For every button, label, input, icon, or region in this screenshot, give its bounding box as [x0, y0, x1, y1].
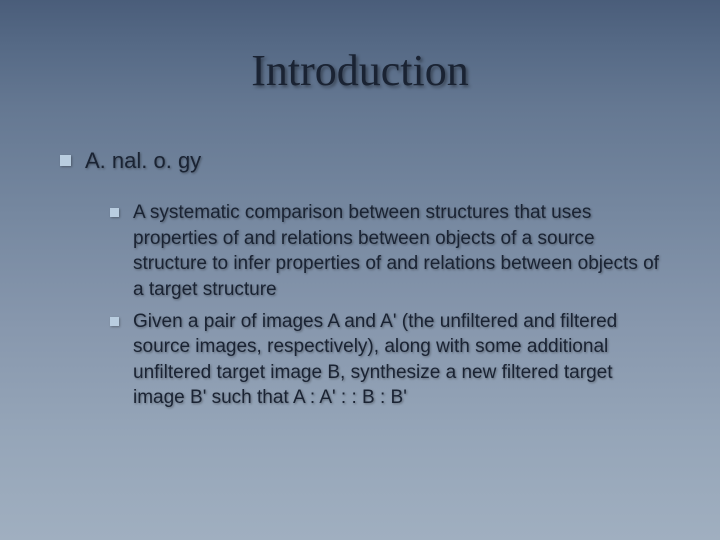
bullet-level2: Given a pair of images A and A' (the unf… — [110, 309, 660, 412]
bullet-level1: A. nal. o. gy — [60, 148, 660, 174]
slide-title: Introduction — [0, 45, 720, 96]
square-bullet-icon — [110, 208, 119, 217]
bullet-level2: A systematic comparison between structur… — [110, 200, 660, 303]
level2-text: Given a pair of images A and A' (the unf… — [133, 309, 660, 412]
square-bullet-icon — [110, 317, 119, 326]
square-bullet-icon — [60, 155, 71, 166]
level2-group: A systematic comparison between structur… — [60, 192, 660, 411]
slide: Introduction A. nal. o. gy A systematic … — [0, 0, 720, 540]
level2-text: A systematic comparison between structur… — [133, 200, 660, 303]
level1-text: A. nal. o. gy — [85, 148, 201, 174]
slide-content: A. nal. o. gy A systematic comparison be… — [0, 96, 720, 411]
